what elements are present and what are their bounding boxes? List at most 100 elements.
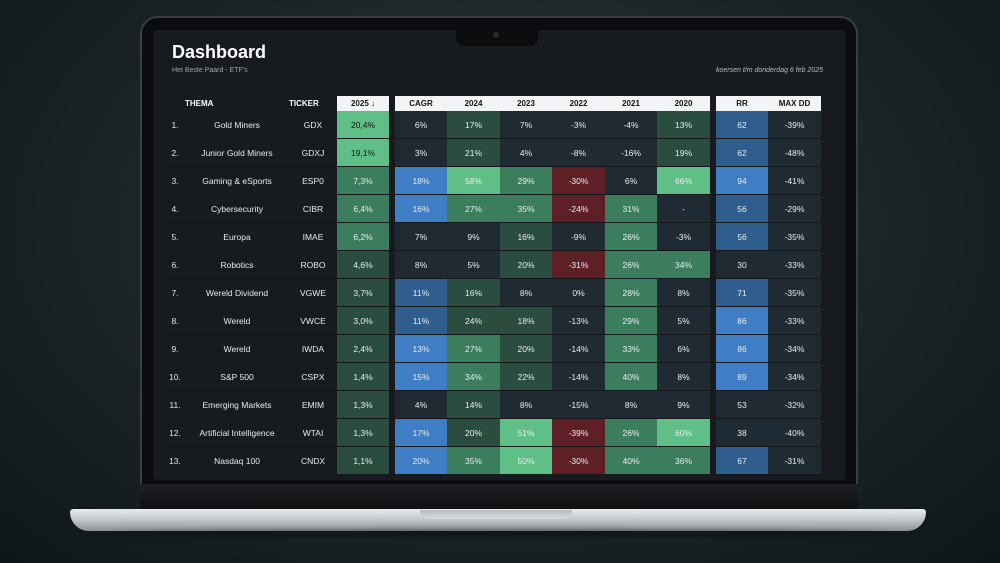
table-row[interactable]: 12. Artificial Intelligence WTAI 1,3% 17% 20%…	[165, 419, 821, 447]
value-2023: 50%	[500, 447, 552, 475]
page-subtitle: Het Beste Paard - ETF's	[172, 67, 248, 74]
base-groove	[420, 510, 572, 519]
value-2021: 28%	[605, 279, 657, 307]
separator	[710, 391, 716, 419]
value-2025: 1,1%	[337, 447, 389, 475]
row-number: 2.	[165, 139, 185, 167]
separator	[710, 335, 716, 363]
table-row[interactable]: 13. Nasdaq 100 CNDX 1,1% 20% 35% 50% -30% 40% 36%…	[165, 447, 821, 475]
separator	[389, 335, 395, 363]
value-rr: 53	[716, 391, 768, 419]
value-2024: 9%	[447, 223, 500, 251]
screen: Dashboard Het Beste Paard - ETF's koerse…	[153, 30, 845, 480]
separator	[389, 419, 395, 447]
col-rr[interactable]: RR	[716, 96, 768, 111]
ticker-cell: VWCE	[289, 307, 337, 335]
value-rr: 30	[716, 251, 768, 279]
value-2023: 16%	[500, 223, 552, 251]
value-2020: 9%	[657, 391, 710, 419]
theme-cell: Gold Miners	[185, 111, 289, 139]
value-2020: 8%	[657, 279, 710, 307]
theme-cell: Gaming & eSports	[185, 167, 289, 195]
theme-cell: Artificial Intelligence	[185, 419, 289, 447]
separator	[389, 447, 395, 475]
value-2022: 0%	[552, 279, 605, 307]
separator	[389, 167, 395, 195]
value-2025: 1,3%	[337, 391, 389, 419]
value-2025: 4,6%	[337, 251, 389, 279]
value-rr: 86	[716, 335, 768, 363]
row-number: 5.	[165, 223, 185, 251]
col-2025[interactable]: 2025 ↓	[337, 96, 389, 111]
laptop-base	[70, 509, 926, 531]
col-2021[interactable]: 2021	[605, 96, 657, 111]
value-2020: 66%	[657, 167, 710, 195]
table-header: THEMA TICKER 2025 ↓ CAGR 2024 2023 2022 …	[165, 96, 821, 111]
value-2020: 8%	[657, 363, 710, 391]
value-2021: 6%	[605, 167, 657, 195]
value-2022: -14%	[552, 363, 605, 391]
value-2023: 35%	[500, 195, 552, 223]
value-2021: 8%	[605, 391, 657, 419]
table-row[interactable]: 5. Europa IMAE 6,2% 7% 9% 16% -9% 26% -3% 56 -35%	[165, 223, 821, 251]
value-cagr: 11%	[395, 279, 447, 307]
table-row[interactable]: 8. Wereld VWCE 3,0% 11% 24% 18% -13% 29% 5% 86 -33%	[165, 307, 821, 335]
col-maxdd[interactable]: MAX DD	[768, 96, 821, 111]
value-2021: 40%	[605, 363, 657, 391]
value-2021: 29%	[605, 307, 657, 335]
value-2023: 7%	[500, 111, 552, 139]
value-maxdd: -35%	[768, 223, 821, 251]
separator	[710, 167, 716, 195]
theme-cell: Junior Gold Miners	[185, 139, 289, 167]
table-row[interactable]: 1. Gold Miners GDX 20,4% 6% 17% 7% -3% -4% 13% 62-…	[165, 111, 821, 139]
table-row[interactable]: 2. Junior Gold Miners GDXJ 19,1% 3% 21% 4% -8% -…	[165, 139, 821, 167]
col-2022[interactable]: 2022	[552, 96, 605, 111]
table-row[interactable]: 10. S&P 500 CSPX 1,4% 15% 34% 22% -14% 40% 8% 89 -3…	[165, 363, 821, 391]
col-2024[interactable]: 2024	[447, 96, 500, 111]
table-row[interactable]: 7. Wereld Dividend VGWE 3,7% 11% 16% 8% 0% 28% 8%…	[165, 279, 821, 307]
col-ticker[interactable]: TICKER	[289, 99, 319, 108]
separator	[710, 419, 716, 447]
value-2020: 34%	[657, 251, 710, 279]
row-number: 6.	[165, 251, 185, 279]
row-number: 8.	[165, 307, 185, 335]
table-row[interactable]: 4. Cybersecurity CIBR 6,4% 16% 27% 35% -24% 31% -…	[165, 195, 821, 223]
ticker-cell: CSPX	[289, 363, 337, 391]
value-rr: 67	[716, 447, 768, 475]
value-2023: 8%	[500, 391, 552, 419]
table-row[interactable]: 9. Wereld IWDA 2,4% 13% 27% 20% -14% 33% 6% 86 -34%	[165, 335, 821, 363]
value-2022: -30%	[552, 447, 605, 475]
value-2022: -9%	[552, 223, 605, 251]
value-2024: 24%	[447, 307, 500, 335]
separator	[389, 307, 395, 335]
row-number: 7.	[165, 279, 185, 307]
value-cagr: 3%	[395, 139, 447, 167]
value-2024: 21%	[447, 139, 500, 167]
col-theme[interactable]: THEMA	[185, 99, 214, 108]
separator	[389, 391, 395, 419]
camera-notch	[456, 30, 538, 46]
value-maxdd: -32%	[768, 391, 821, 419]
value-maxdd: -31%	[768, 447, 821, 475]
value-2023: 22%	[500, 363, 552, 391]
value-2023: 51%	[500, 419, 552, 447]
value-2024: 27%	[447, 335, 500, 363]
value-2020: -3%	[657, 223, 710, 251]
value-2023: 18%	[500, 307, 552, 335]
value-rr: 56	[716, 195, 768, 223]
value-2021: 26%	[605, 419, 657, 447]
ticker-cell: IMAE	[289, 223, 337, 251]
col-2023[interactable]: 2023	[500, 96, 552, 111]
value-2024: 58%	[447, 167, 500, 195]
col-cagr[interactable]: CAGR	[395, 96, 447, 111]
value-2024: 16%	[447, 279, 500, 307]
separator	[710, 139, 716, 167]
table-row[interactable]: 3. Gaming & eSports ESP0 7,3% 18% 58% 29% -30% 6…	[165, 167, 821, 195]
table-row[interactable]: 6. Robotics ROBO 4,6% 8% 5% 20% -31% 26% 34% 30 -33…	[165, 251, 821, 279]
table-row[interactable]: 11. Emerging Markets EMIM 1,3% 4% 14% 8% -15% 8%…	[165, 391, 821, 419]
col-2020[interactable]: 2020	[657, 96, 710, 111]
row-number: 4.	[165, 195, 185, 223]
row-number: 11.	[165, 391, 185, 419]
row-number: 9.	[165, 335, 185, 363]
separator	[389, 195, 395, 223]
